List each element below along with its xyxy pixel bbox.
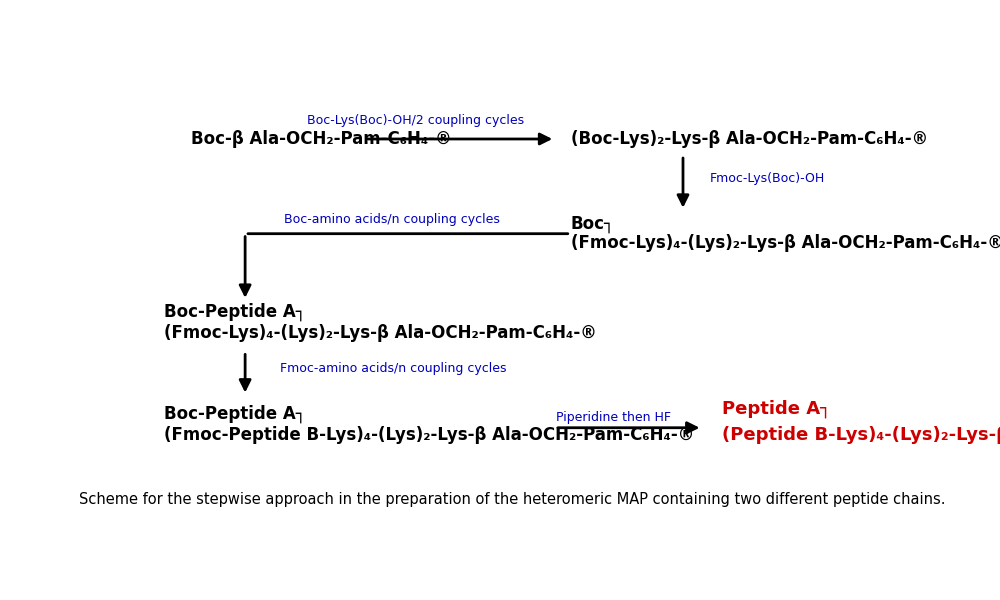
Text: (Fmoc-Peptide B-Lys)₄-(Lys)₂-Lys-β Ala-OCH₂-Pam-C₆H₄-®: (Fmoc-Peptide B-Lys)₄-(Lys)₂-Lys-β Ala-O… <box>164 425 694 443</box>
Text: (Peptide B-Lys)₄-(Lys)₂-Lys-β Ala-OH: (Peptide B-Lys)₄-(Lys)₂-Lys-β Ala-OH <box>722 425 1000 443</box>
Text: (Fmoc-Lys)₄-(Lys)₂-Lys-β Ala-OCH₂-Pam-C₆H₄-®: (Fmoc-Lys)₄-(Lys)₂-Lys-β Ala-OCH₂-Pam-C₆… <box>164 324 596 342</box>
Text: Boc-Peptide A┐: Boc-Peptide A┐ <box>164 303 306 322</box>
Text: Boc-β Ala-OCH₂-Pam-C₆H₄-®: Boc-β Ala-OCH₂-Pam-C₆H₄-® <box>191 130 452 148</box>
Text: (Fmoc-Lys)₄-(Lys)₂-Lys-β Ala-OCH₂-Pam-C₆H₄-®: (Fmoc-Lys)₄-(Lys)₂-Lys-β Ala-OCH₂-Pam-C₆… <box>571 234 1000 252</box>
Text: Fmoc-amino acids/n coupling cycles: Fmoc-amino acids/n coupling cycles <box>280 362 507 375</box>
Text: Fmoc-Lys(Boc)-OH: Fmoc-Lys(Boc)-OH <box>710 172 825 185</box>
Text: Scheme for the stepwise approach in the preparation of the heteromeric MAP conta: Scheme for the stepwise approach in the … <box>79 492 946 507</box>
Text: Piperidine then HF: Piperidine then HF <box>556 410 671 424</box>
Text: Boc-Peptide A┐: Boc-Peptide A┐ <box>164 404 306 423</box>
Text: Boc-amino acids/n coupling cycles: Boc-amino acids/n coupling cycles <box>284 214 500 226</box>
Text: Boc┐: Boc┐ <box>571 215 615 233</box>
Text: Peptide A┐: Peptide A┐ <box>722 400 831 418</box>
Text: (Boc-Lys)₂-Lys-β Ala-OCH₂-Pam-C₆H₄-®: (Boc-Lys)₂-Lys-β Ala-OCH₂-Pam-C₆H₄-® <box>571 130 928 148</box>
Text: Boc-Lys(Boc)-OH/2 coupling cycles: Boc-Lys(Boc)-OH/2 coupling cycles <box>307 114 524 127</box>
